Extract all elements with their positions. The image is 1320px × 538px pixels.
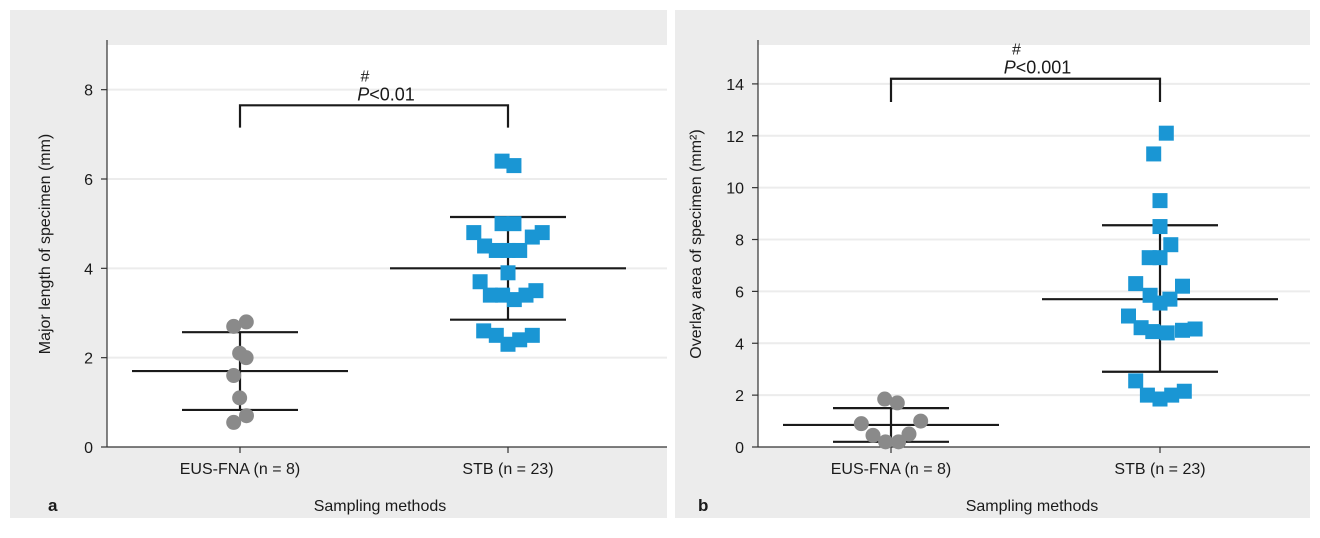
- data-point-square: [1159, 126, 1174, 141]
- panel-label-a: a: [48, 496, 58, 515]
- data-point-circle: [854, 416, 869, 431]
- p-value-threshold: <0.001: [1016, 58, 1072, 78]
- data-point-square: [1128, 276, 1143, 291]
- y-tick-label: 0: [84, 440, 93, 457]
- y-tick-label: 12: [726, 129, 744, 146]
- data-point-circle: [239, 350, 254, 365]
- data-point-square: [506, 216, 521, 231]
- chart-panel-a: 0 2 4 6 8 EUS-FNA (n = 8) STB (n = 23) Major …: [37, 40, 667, 515]
- data-point-square: [1153, 193, 1168, 208]
- plot-area: [758, 45, 1310, 447]
- data-point-square: [525, 230, 540, 245]
- significance-symbol: #: [361, 68, 370, 85]
- y-tick-label: 14: [726, 77, 744, 94]
- data-point-square: [1177, 384, 1192, 399]
- p-value-threshold: <0.01: [369, 84, 415, 104]
- data-point-square: [1160, 325, 1175, 340]
- p-value-label: P<0.001: [1004, 58, 1072, 78]
- p-value-letter: P: [1004, 58, 1016, 78]
- data-point-square: [1175, 279, 1190, 294]
- y-tick-label: 6: [84, 172, 93, 189]
- y-tick-label: 4: [84, 261, 93, 278]
- data-point-square: [1153, 296, 1168, 311]
- y-tick-label: 8: [84, 83, 93, 100]
- x-axis-label: Sampling methods: [314, 498, 447, 515]
- data-point-square: [525, 328, 540, 343]
- data-point-circle: [890, 395, 905, 410]
- data-point-circle: [913, 414, 928, 429]
- y-tick-label: 4: [735, 336, 744, 353]
- data-point-square: [506, 158, 521, 173]
- x-tick-label: EUS-FNA (n = 8): [831, 461, 951, 478]
- y-tick-label: 2: [735, 388, 744, 405]
- data-point-circle: [239, 314, 254, 329]
- data-point-square: [512, 243, 527, 258]
- data-point-square: [1153, 250, 1168, 265]
- data-point-circle: [232, 390, 247, 405]
- y-tick-label: 8: [735, 233, 744, 250]
- significance-symbol: #: [1012, 42, 1021, 59]
- y-tick-label: 0: [735, 440, 744, 457]
- data-point-square: [1163, 237, 1178, 252]
- data-point-square: [501, 265, 516, 280]
- data-point-circle: [891, 434, 906, 449]
- y-tick-label: 10: [726, 181, 744, 198]
- panel-label-b: b: [698, 496, 708, 515]
- x-tick-label: EUS-FNA (n = 8): [180, 461, 300, 478]
- y-tick-label: 2: [84, 351, 93, 368]
- data-point-square: [501, 337, 516, 352]
- data-point-circle: [878, 434, 893, 449]
- x-tick-label: STB (n = 23): [462, 461, 553, 478]
- data-point-square: [1153, 219, 1168, 234]
- x-axis-label: Sampling methods: [966, 498, 1099, 515]
- p-value-label: P<0.01: [357, 84, 415, 104]
- data-point-square: [1128, 373, 1143, 388]
- data-point-square: [1175, 323, 1190, 338]
- data-point-circle: [226, 415, 241, 430]
- data-point-square: [1145, 324, 1160, 339]
- panel-divider: [667, 10, 675, 518]
- data-point-circle: [226, 368, 241, 383]
- y-axis-label: Overlay area of specimen (mm²): [688, 129, 705, 358]
- data-point-square: [473, 274, 488, 289]
- p-value-letter: P: [357, 84, 369, 104]
- y-tick-label: 6: [735, 284, 744, 301]
- x-tick-label: STB (n = 23): [1114, 461, 1205, 478]
- y-axis-label: Major length of specimen (mm): [37, 134, 54, 355]
- data-point-square: [466, 225, 481, 240]
- data-point-square: [1146, 146, 1161, 161]
- data-point-circle: [239, 408, 254, 423]
- data-point-square: [519, 288, 534, 303]
